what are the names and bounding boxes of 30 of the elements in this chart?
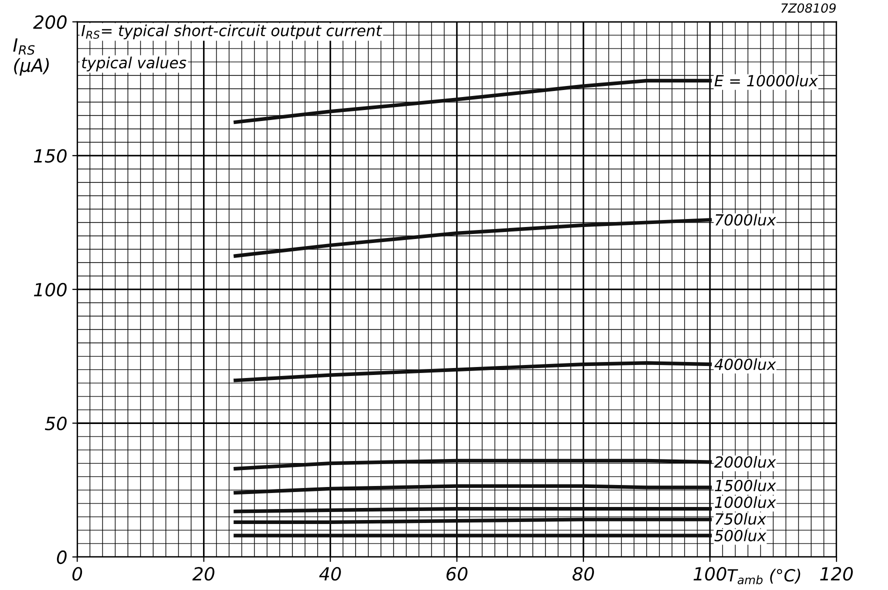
x-tick-label: 20 <box>192 567 214 581</box>
line-series <box>234 458 712 470</box>
series-label: 750lux <box>716 512 766 525</box>
line-series <box>234 218 712 258</box>
x-axis-title: T$_{amb}$ (°C) <box>728 568 800 584</box>
y-axis-title: I$_{RS}$ (µA) <box>13 38 49 76</box>
series-label: 7000lux <box>716 214 776 226</box>
annotation: typical values <box>82 56 186 72</box>
line-series <box>234 361 712 382</box>
series-label: 1000lux <box>714 496 776 508</box>
annotation: I$_{RS}$= typical short-circuit output current <box>81 24 382 40</box>
line-series <box>234 78 712 124</box>
line-series <box>234 484 712 495</box>
series-label: 500lux <box>714 530 766 542</box>
x-tick-label: 0 <box>72 567 82 581</box>
x-tick-label: 100 <box>694 567 726 581</box>
y-tick-label: 0 <box>56 550 67 564</box>
series-label: E = 10000lux <box>714 74 818 87</box>
y-tick-label: 100 <box>34 282 67 297</box>
x-tick-label: 40 <box>319 567 341 581</box>
x-tick-label: 120 <box>820 567 853 581</box>
x-tick-label: 60 <box>446 567 468 581</box>
y-tick-label: 150 <box>34 149 67 163</box>
text: 7Z08109 <box>781 3 836 13</box>
series-label: 1500lux <box>714 480 776 492</box>
y-tick-label: 200 <box>33 15 67 29</box>
series-label: 2000lux <box>714 456 776 468</box>
x-tick-label: 80 <box>572 567 594 581</box>
y-tick-label: 50 <box>44 416 67 430</box>
series-label: 4000lux <box>714 358 776 370</box>
